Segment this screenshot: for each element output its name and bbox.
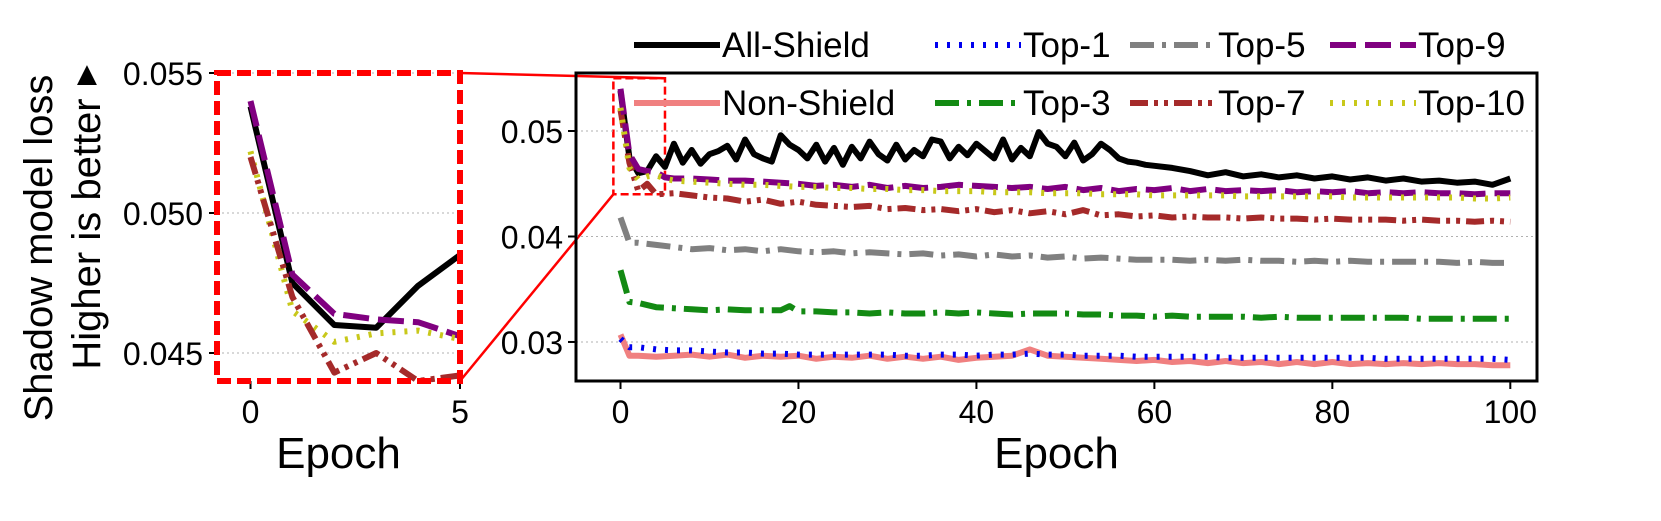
legend-label-top-3: Top-3: [1023, 84, 1111, 123]
y-axis-title: Shadow model loss: [17, 75, 61, 422]
main-x-tick-label: 80: [1315, 394, 1351, 430]
main-x-tick-label: 40: [959, 394, 995, 430]
zoom-connectors: [459, 71, 667, 382]
inset-y-tick-label: 0.045: [123, 336, 203, 372]
main-x-axis-label: Epoch: [994, 429, 1119, 478]
main-x-tick-label: 60: [1137, 394, 1173, 430]
inset-plot: 0.045 0.050 0.055 0 5 Epoch: [123, 56, 469, 478]
higher-better-arrow-icon: ▲: [70, 55, 104, 93]
legend-label-all-shield: All-Shield: [722, 26, 870, 65]
main-series-top-7: [617, 109, 1511, 225]
main-plot: 0.03 0.04 0.05 0 20 40 60 80 100 Epoch: [501, 71, 1539, 478]
main-x-tick-label: 100: [1484, 394, 1537, 430]
inset-series-top-9: [247, 100, 461, 340]
zoom-connector-bottom: [459, 193, 615, 382]
main-plot-frame: [574, 71, 1539, 383]
main-series-top-5: [617, 216, 1511, 266]
main-y-tick-label: 0.03: [501, 325, 563, 361]
inset-zoom-frame: [214, 70, 463, 384]
zoom-connector-top: [459, 71, 666, 80]
inset-x-tick-label: 0: [242, 394, 260, 430]
main-series-top-3: [617, 269, 1511, 322]
y-axis-subtitle: Higher is better: [65, 98, 109, 369]
inset-x-tick-label: 5: [451, 394, 469, 430]
inset-y-tick-label: 0.055: [123, 56, 203, 92]
legend-label-top-5: Top-5: [1218, 26, 1306, 65]
legend-label-non-shield: Non-Shield: [722, 84, 895, 123]
inset-y-tick-label: 0.050: [123, 196, 203, 232]
main-x-tick-label: 20: [781, 394, 817, 430]
y-axis-sublabel: Higher is better: [65, 98, 109, 369]
y-axis-label: Shadow model loss: [17, 75, 61, 422]
main-series-top-10: [617, 107, 1511, 202]
inset-series-top-7: [247, 156, 461, 384]
inset-x-axis-label: Epoch: [276, 429, 401, 478]
legend-label-top-10: Top-10: [1418, 84, 1525, 123]
legend: All-Shield Top-1 Top-5 Top-9 Non-Shield Top-3…: [634, 26, 1525, 123]
legend-label-top-1: Top-1: [1023, 26, 1111, 65]
main-series-all-shield: [617, 90, 1512, 188]
main-series-non-shield: [617, 333, 1511, 369]
legend-label-top-7: Top-7: [1218, 84, 1306, 123]
legend-label-top-9: Top-9: [1418, 26, 1506, 65]
main-x-tick-label: 0: [612, 394, 630, 430]
main-y-tick-label: 0.05: [501, 114, 563, 150]
main-y-tick-label: 0.04: [501, 219, 563, 255]
inset-series-all-shield: [247, 105, 462, 331]
